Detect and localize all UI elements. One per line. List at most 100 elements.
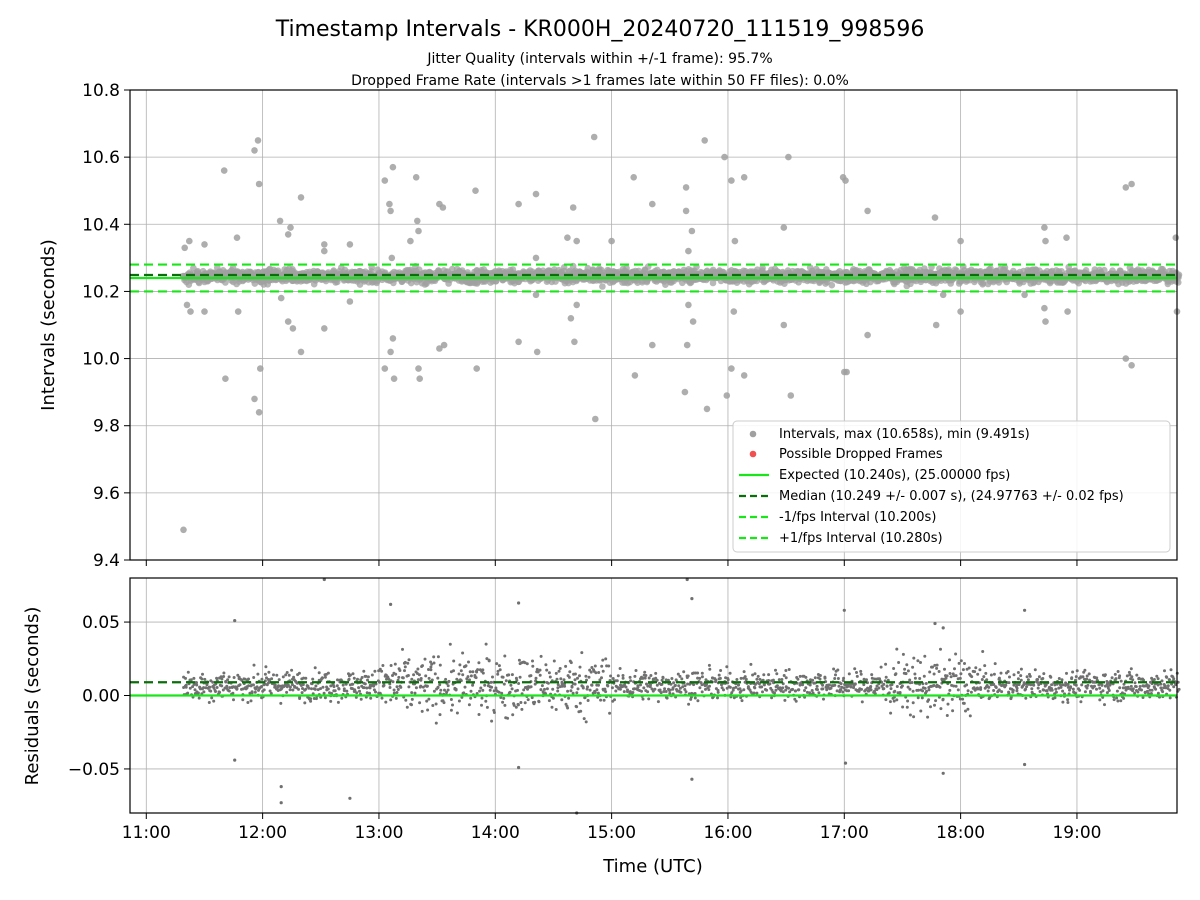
residual-point	[189, 678, 193, 682]
residual-point	[272, 673, 275, 677]
residual-point	[485, 705, 489, 709]
residual-point	[382, 683, 386, 687]
residual-point	[309, 699, 313, 703]
residual-point	[336, 700, 340, 704]
interval-point	[828, 281, 836, 289]
residual-point	[1081, 675, 1085, 679]
residual-point	[1156, 691, 1160, 695]
interval-outlier-point	[346, 298, 354, 305]
residual-point	[461, 651, 465, 655]
residual-point	[646, 684, 650, 688]
residual-point	[908, 678, 912, 682]
interval-outlier-point	[297, 348, 305, 356]
residual-point	[570, 684, 574, 688]
interval-outlier-point	[731, 237, 739, 245]
residual-point	[452, 659, 456, 663]
residual-point	[502, 682, 506, 686]
residual-point	[480, 703, 483, 707]
bottom-panel-residual-outliers	[233, 577, 1027, 815]
residual-point	[252, 676, 256, 679]
residual-point	[394, 672, 398, 676]
residual-point	[836, 668, 840, 672]
residual-point	[555, 677, 559, 681]
top-y-tick-label: 10.0	[82, 350, 120, 370]
residual-point	[588, 688, 592, 692]
residual-point	[340, 696, 344, 700]
residual-point	[976, 672, 980, 676]
residual-point	[787, 668, 791, 671]
residual-outlier-point	[933, 621, 937, 626]
residual-point	[784, 669, 788, 672]
residual-point	[784, 688, 788, 692]
residual-point	[968, 714, 972, 718]
residual-point	[310, 687, 313, 691]
residual-point	[573, 682, 577, 686]
residual-point	[332, 685, 336, 689]
residual-point	[649, 674, 653, 677]
residual-point	[432, 661, 436, 665]
residual-point	[958, 676, 962, 680]
residual-point	[884, 675, 888, 679]
residual-point	[1083, 690, 1087, 694]
residual-outlier-point	[389, 602, 393, 607]
residual-point	[576, 687, 580, 691]
residual-point	[728, 671, 732, 675]
residual-point	[934, 699, 938, 703]
residual-point	[410, 697, 414, 701]
residual-point	[407, 685, 411, 689]
residual-point	[325, 685, 329, 689]
residual-point	[926, 715, 930, 719]
residual-point	[989, 673, 993, 677]
residual-point	[676, 672, 680, 676]
residual-point	[751, 673, 755, 677]
residual-point	[879, 665, 883, 669]
residual-point	[186, 670, 190, 674]
residual-point	[1006, 670, 1010, 673]
residual-point	[1073, 691, 1077, 695]
residual-point	[1115, 696, 1119, 700]
residual-point	[784, 676, 788, 680]
residual-point	[575, 691, 579, 695]
residual-point	[366, 678, 369, 682]
residual-point	[805, 690, 809, 694]
residual-outlier-point	[322, 577, 326, 582]
residual-point	[1085, 674, 1089, 678]
residual-outlier-point	[690, 777, 694, 781]
residual-point	[927, 688, 931, 692]
residual-point	[683, 684, 687, 688]
interval-outlier-point	[571, 338, 578, 346]
residual-point	[823, 676, 827, 680]
residual-point	[270, 677, 274, 681]
residual-point	[502, 696, 506, 700]
residual-point	[905, 705, 909, 709]
residual-point	[728, 685, 732, 689]
residual-point	[783, 698, 787, 702]
residual-point	[1024, 696, 1028, 700]
x-tick-label: 16:00	[703, 823, 752, 843]
interval-outlier-point	[864, 207, 871, 215]
residual-point	[538, 673, 542, 677]
interval-outlier-point	[287, 224, 294, 231]
residual-point	[215, 676, 219, 680]
residual-point	[964, 709, 967, 713]
residual-point	[370, 673, 374, 677]
residual-point	[436, 655, 440, 659]
residual-point	[520, 707, 524, 711]
residual-point	[945, 674, 949, 678]
residual-point	[869, 685, 873, 688]
residual-point	[401, 676, 405, 680]
interval-outlier-point	[415, 365, 422, 372]
residual-point	[359, 678, 363, 682]
residual-point	[253, 690, 257, 694]
residual-point	[514, 705, 518, 709]
residual-point	[484, 642, 488, 646]
interval-outlier-point	[842, 177, 849, 184]
residual-point	[457, 672, 461, 676]
residual-point	[262, 688, 266, 692]
residual-point	[1133, 691, 1137, 695]
residual-point	[1027, 682, 1031, 686]
residual-point	[888, 700, 892, 704]
residual-point	[918, 682, 922, 686]
residual-point	[862, 683, 866, 687]
residual-point	[1110, 676, 1114, 680]
